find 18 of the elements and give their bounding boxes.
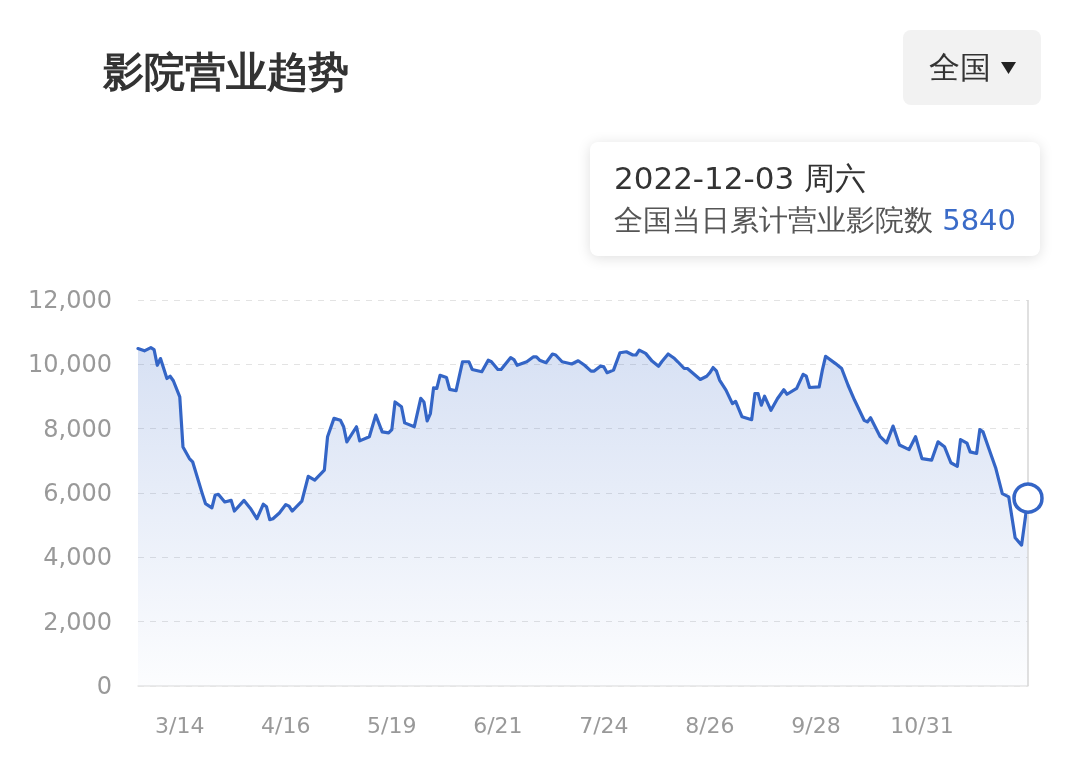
x-tick-label: 9/28 — [791, 712, 841, 738]
x-tick-label: 3/14 — [155, 712, 205, 738]
y-tick-label: 10,000 — [28, 350, 112, 379]
x-tick-label: 10/31 — [890, 712, 954, 738]
y-tick-label: 6,000 — [43, 479, 112, 507]
x-tick-label: 5/19 — [367, 712, 417, 738]
y-tick-label: 2,000 — [43, 607, 112, 636]
y-tick-label: 8,000 — [43, 414, 112, 443]
chart-title: 影院营业趋势 — [102, 47, 349, 96]
y-tick-label: 0 — [96, 672, 112, 700]
dropdown-button: 全国 — [903, 30, 1041, 105]
y-tick-label: 12,000 — [28, 286, 112, 314]
tooltip: 2022-12-03 周六 全国当日累计营业影院数 5840 — [589, 142, 1040, 256]
y-tick-label: 4,000 — [43, 543, 112, 572]
x-tick-label: 6/21 — [473, 712, 523, 738]
x-tick-label: 4/16 — [261, 712, 311, 738]
x-tick-label: 7/24 — [579, 712, 629, 738]
x-tick-label: 8/26 — [685, 712, 735, 738]
